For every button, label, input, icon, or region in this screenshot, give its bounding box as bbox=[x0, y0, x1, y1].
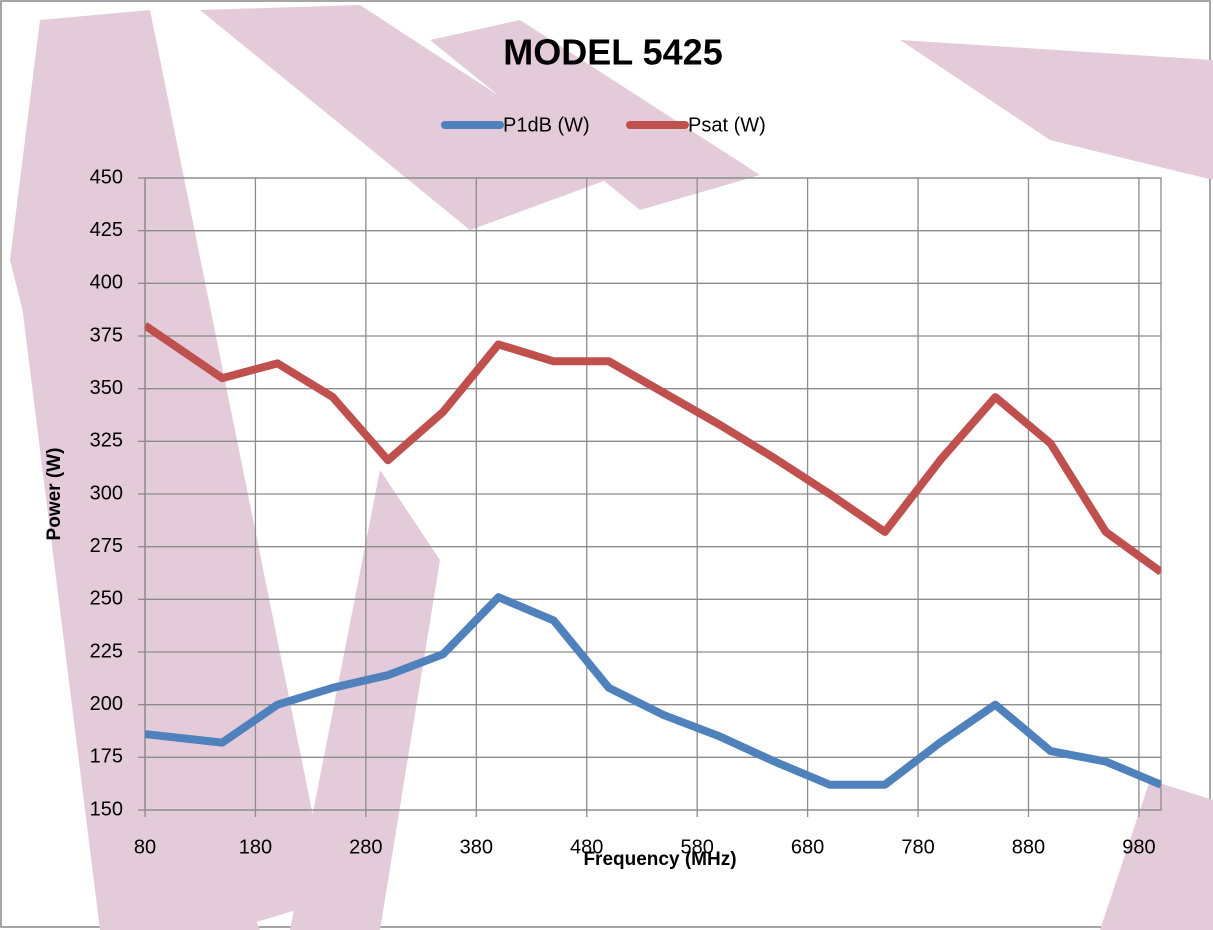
x-tick-label: 580 bbox=[680, 836, 713, 858]
y-tick-label: 300 bbox=[90, 482, 123, 504]
legend-label: Psat (W) bbox=[688, 114, 766, 136]
y-tick-label: 400 bbox=[90, 272, 123, 294]
y-tick-label: 450 bbox=[90, 166, 123, 188]
x-tick-label: 980 bbox=[1122, 836, 1155, 858]
legend-label: P1dB (W) bbox=[503, 114, 590, 136]
x-tick-label: 880 bbox=[1012, 836, 1045, 858]
y-axis-label: Power (W) bbox=[44, 448, 65, 541]
y-tick-label: 275 bbox=[90, 535, 123, 557]
y-tick-label: 250 bbox=[90, 588, 123, 610]
x-tick-label: 80 bbox=[134, 836, 156, 858]
y-tick-label: 150 bbox=[90, 798, 123, 820]
x-tick-label: 180 bbox=[239, 836, 272, 858]
y-tick-label: 375 bbox=[90, 324, 123, 346]
x-tick-label: 480 bbox=[570, 836, 603, 858]
chart: MODEL 5425 Frequency (MHz) Power (W) 150… bbox=[0, 0, 1213, 930]
x-tick-label: 680 bbox=[791, 836, 824, 858]
y-tick-label: 350 bbox=[90, 377, 123, 399]
x-tick-label: 280 bbox=[349, 836, 382, 858]
y-tick-label: 325 bbox=[90, 430, 123, 452]
x-tick-label: 780 bbox=[901, 836, 934, 858]
y-tick-label: 175 bbox=[90, 746, 123, 768]
chart-title: MODEL 5425 bbox=[503, 32, 722, 73]
x-tick-label: 380 bbox=[460, 836, 493, 858]
y-tick-label: 425 bbox=[90, 219, 123, 241]
y-tick-label: 225 bbox=[90, 640, 123, 662]
y-tick-label: 200 bbox=[90, 693, 123, 715]
